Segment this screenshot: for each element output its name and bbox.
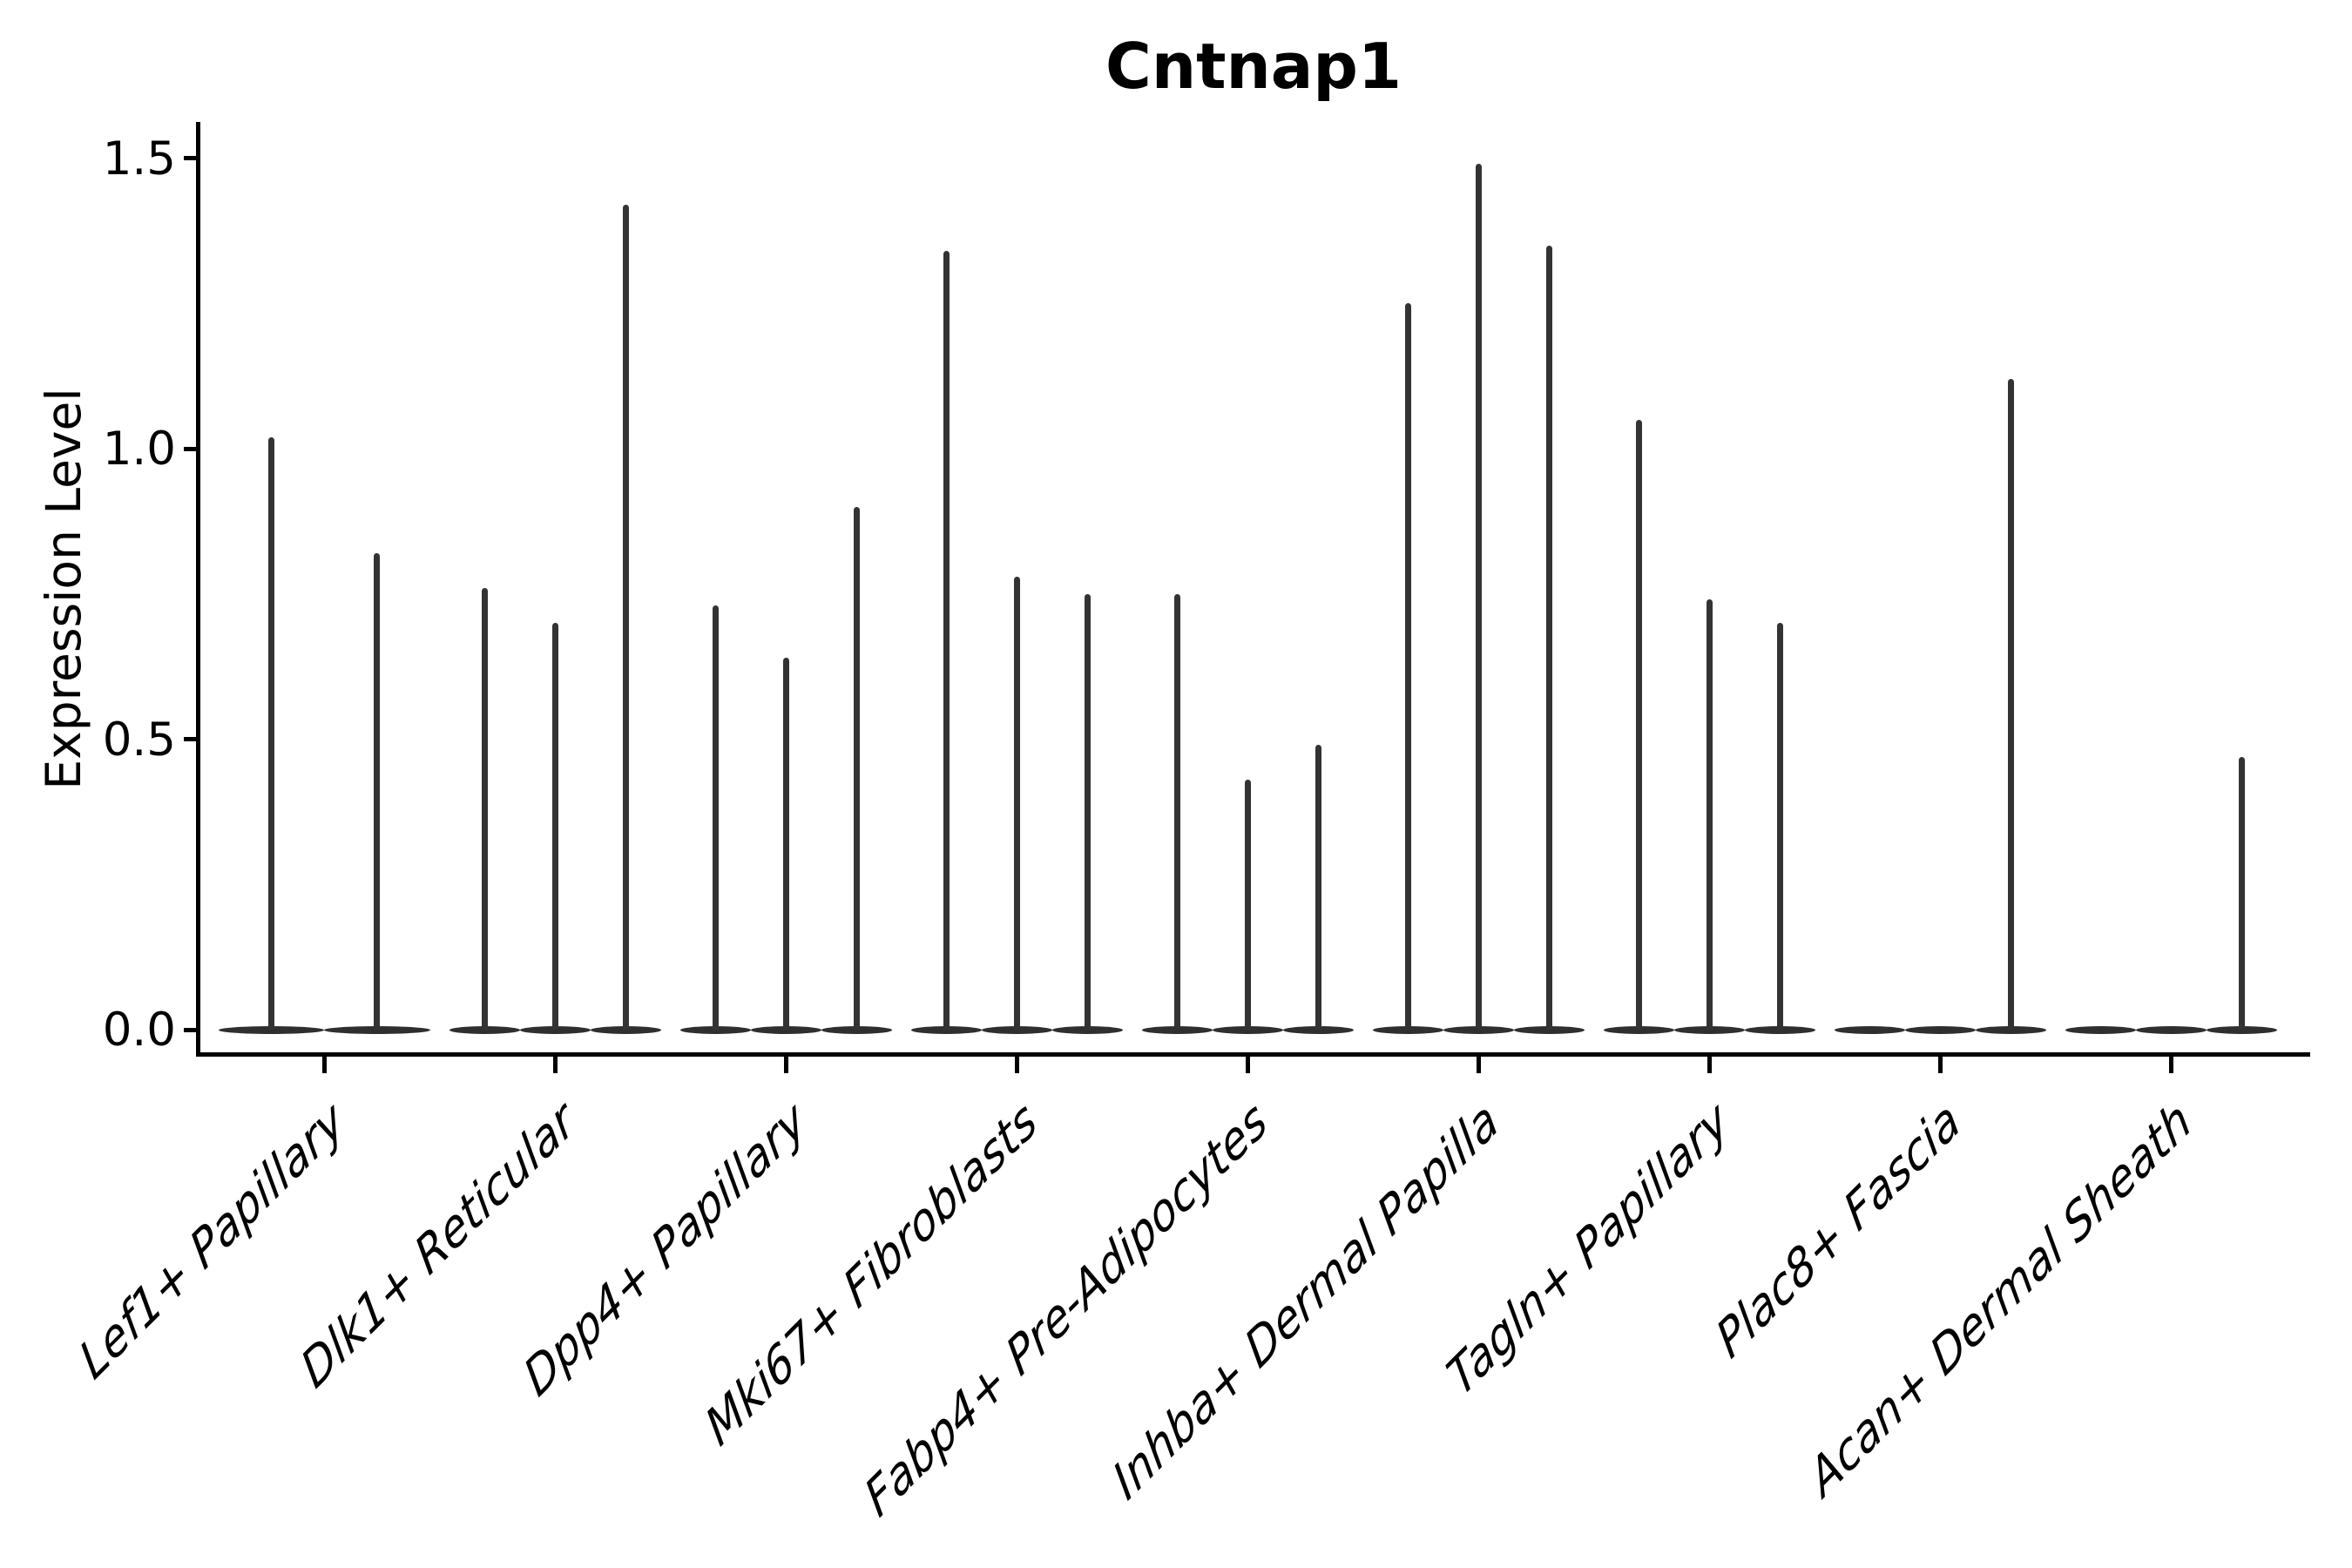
expression-spike [551, 623, 558, 1030]
violin-zero-body [2065, 1025, 2136, 1034]
violin-zero-body [2135, 1025, 2207, 1034]
x-axis-tick [321, 1057, 327, 1073]
x-axis-tick [1937, 1057, 1943, 1073]
expression-spike [1013, 576, 1020, 1030]
expression-spike [481, 588, 488, 1030]
expression-spike [1084, 593, 1091, 1030]
violin-zero-body [449, 1025, 520, 1034]
violin-zero-body [981, 1025, 1052, 1034]
violin-zero-body [324, 1025, 430, 1034]
expression-spike [622, 204, 629, 1030]
expression-spike [374, 553, 381, 1030]
expression-spike [1706, 599, 1713, 1030]
violin-zero-body [1141, 1025, 1213, 1034]
violin-zero-body [1603, 1025, 1674, 1034]
violin-zero-body [218, 1025, 324, 1034]
violin-zero-body [1904, 1025, 1976, 1034]
expression-spike [943, 251, 950, 1030]
expression-spike [1315, 745, 1321, 1030]
y-axis-tick [184, 446, 196, 451]
y-axis-spine [196, 122, 200, 1057]
y-axis-tick [184, 1027, 196, 1032]
violin-zero-body [519, 1025, 591, 1034]
x-axis-tick [1014, 1057, 1019, 1073]
violin-zero-body [1834, 1025, 1905, 1034]
x-axis-label: Plac8+ Fascia [1707, 1089, 1969, 1371]
violin-zero-body [2206, 1025, 2277, 1034]
violin-zero-body [590, 1025, 661, 1034]
x-axis-label: Fabp4+ Pre-Adipocytes [856, 1089, 1276, 1530]
x-axis-label: Inhba+ Dermal Papilla [1104, 1089, 1507, 1512]
y-axis-tick-label: 0.0 [102, 1004, 176, 1057]
x-axis-tick [1707, 1057, 1712, 1073]
plot-title: Cntnap1 [1105, 30, 1402, 103]
expression-spike [1776, 623, 1783, 1030]
violin-zero-body [1513, 1025, 1585, 1034]
expression-spike [1404, 303, 1411, 1030]
x-axis-tick [552, 1057, 558, 1073]
expression-spike [1545, 245, 1552, 1030]
expression-spike [267, 436, 274, 1030]
violin-zero-body [750, 1025, 821, 1034]
x-axis-tick [783, 1057, 788, 1073]
violin-zero-body [1744, 1025, 1815, 1034]
violin-zero-body [1975, 1025, 2046, 1034]
y-axis-tick [184, 156, 196, 160]
expression-spike [1173, 593, 1180, 1030]
y-axis-tick [184, 737, 196, 741]
x-axis-label: Acan+ Dermal Sheath [1800, 1089, 2200, 1509]
violin-zero-body [1212, 1025, 1283, 1034]
expression-spike [2007, 378, 2014, 1030]
x-axis-tick [1245, 1057, 1250, 1073]
violin-zero-body [1372, 1025, 1443, 1034]
violin-zero-body [679, 1025, 751, 1034]
expression-spike [853, 506, 860, 1030]
y-axis-tick-label: 1.0 [102, 422, 176, 476]
violin-zero-body [1443, 1025, 1514, 1034]
violin-zero-body [821, 1025, 892, 1034]
x-axis-tick [2168, 1057, 2173, 1073]
expression-spike [2238, 756, 2245, 1030]
violin-zero-body [1282, 1025, 1354, 1034]
y-axis-tick-label: 1.5 [102, 132, 176, 186]
expression-spike [1475, 164, 1482, 1030]
violin-zero-body [1051, 1025, 1123, 1034]
violin-zero-body [910, 1025, 982, 1034]
expression-spike [712, 605, 719, 1030]
y-axis-tick-label: 0.5 [102, 713, 176, 767]
expression-spike [782, 658, 789, 1030]
violin-zero-body [1673, 1025, 1745, 1034]
expression-spike [1244, 780, 1251, 1030]
expression-spike [1635, 419, 1642, 1030]
x-axis-tick [1476, 1057, 1481, 1073]
x-axis-spine [196, 1052, 2310, 1057]
